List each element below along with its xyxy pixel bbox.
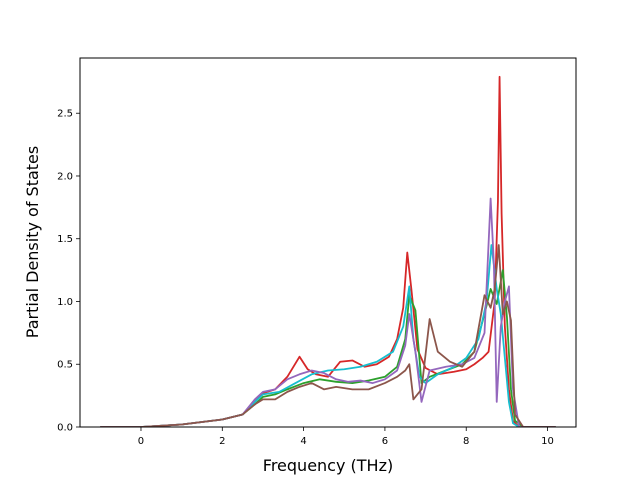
- y-tick-label: 0.5: [57, 360, 73, 371]
- x-tick-label: 8: [463, 436, 469, 447]
- series-layer: [100, 75, 556, 427]
- series-line-5: [100, 244, 556, 427]
- x-tick-label: 2: [219, 436, 225, 447]
- y-axis-ticks: 0.0 0.5 1.0 1.5 2.0 2.5: [57, 109, 80, 434]
- x-axis-title: Frequency (THz): [263, 456, 393, 475]
- y-axis-title: Partial Density of States: [23, 146, 42, 338]
- x-tick-label: 0: [138, 436, 144, 447]
- x-tick-label: 10: [541, 436, 554, 447]
- series-line-3: [100, 244, 556, 427]
- y-tick-label: 2.0: [57, 171, 73, 182]
- y-tick-label: 2.5: [57, 109, 73, 120]
- y-tick-label: 1.0: [57, 297, 73, 308]
- x-axis-ticks: 0 2 4 6 8 10: [138, 427, 554, 447]
- plot-frame: [79, 57, 577, 428]
- x-tick-label: 6: [382, 436, 388, 447]
- series-line-4: [100, 197, 556, 427]
- x-tick-label: 4: [300, 436, 306, 447]
- y-tick-label: 1.5: [57, 234, 73, 245]
- y-tick-label: 0.0: [57, 423, 73, 434]
